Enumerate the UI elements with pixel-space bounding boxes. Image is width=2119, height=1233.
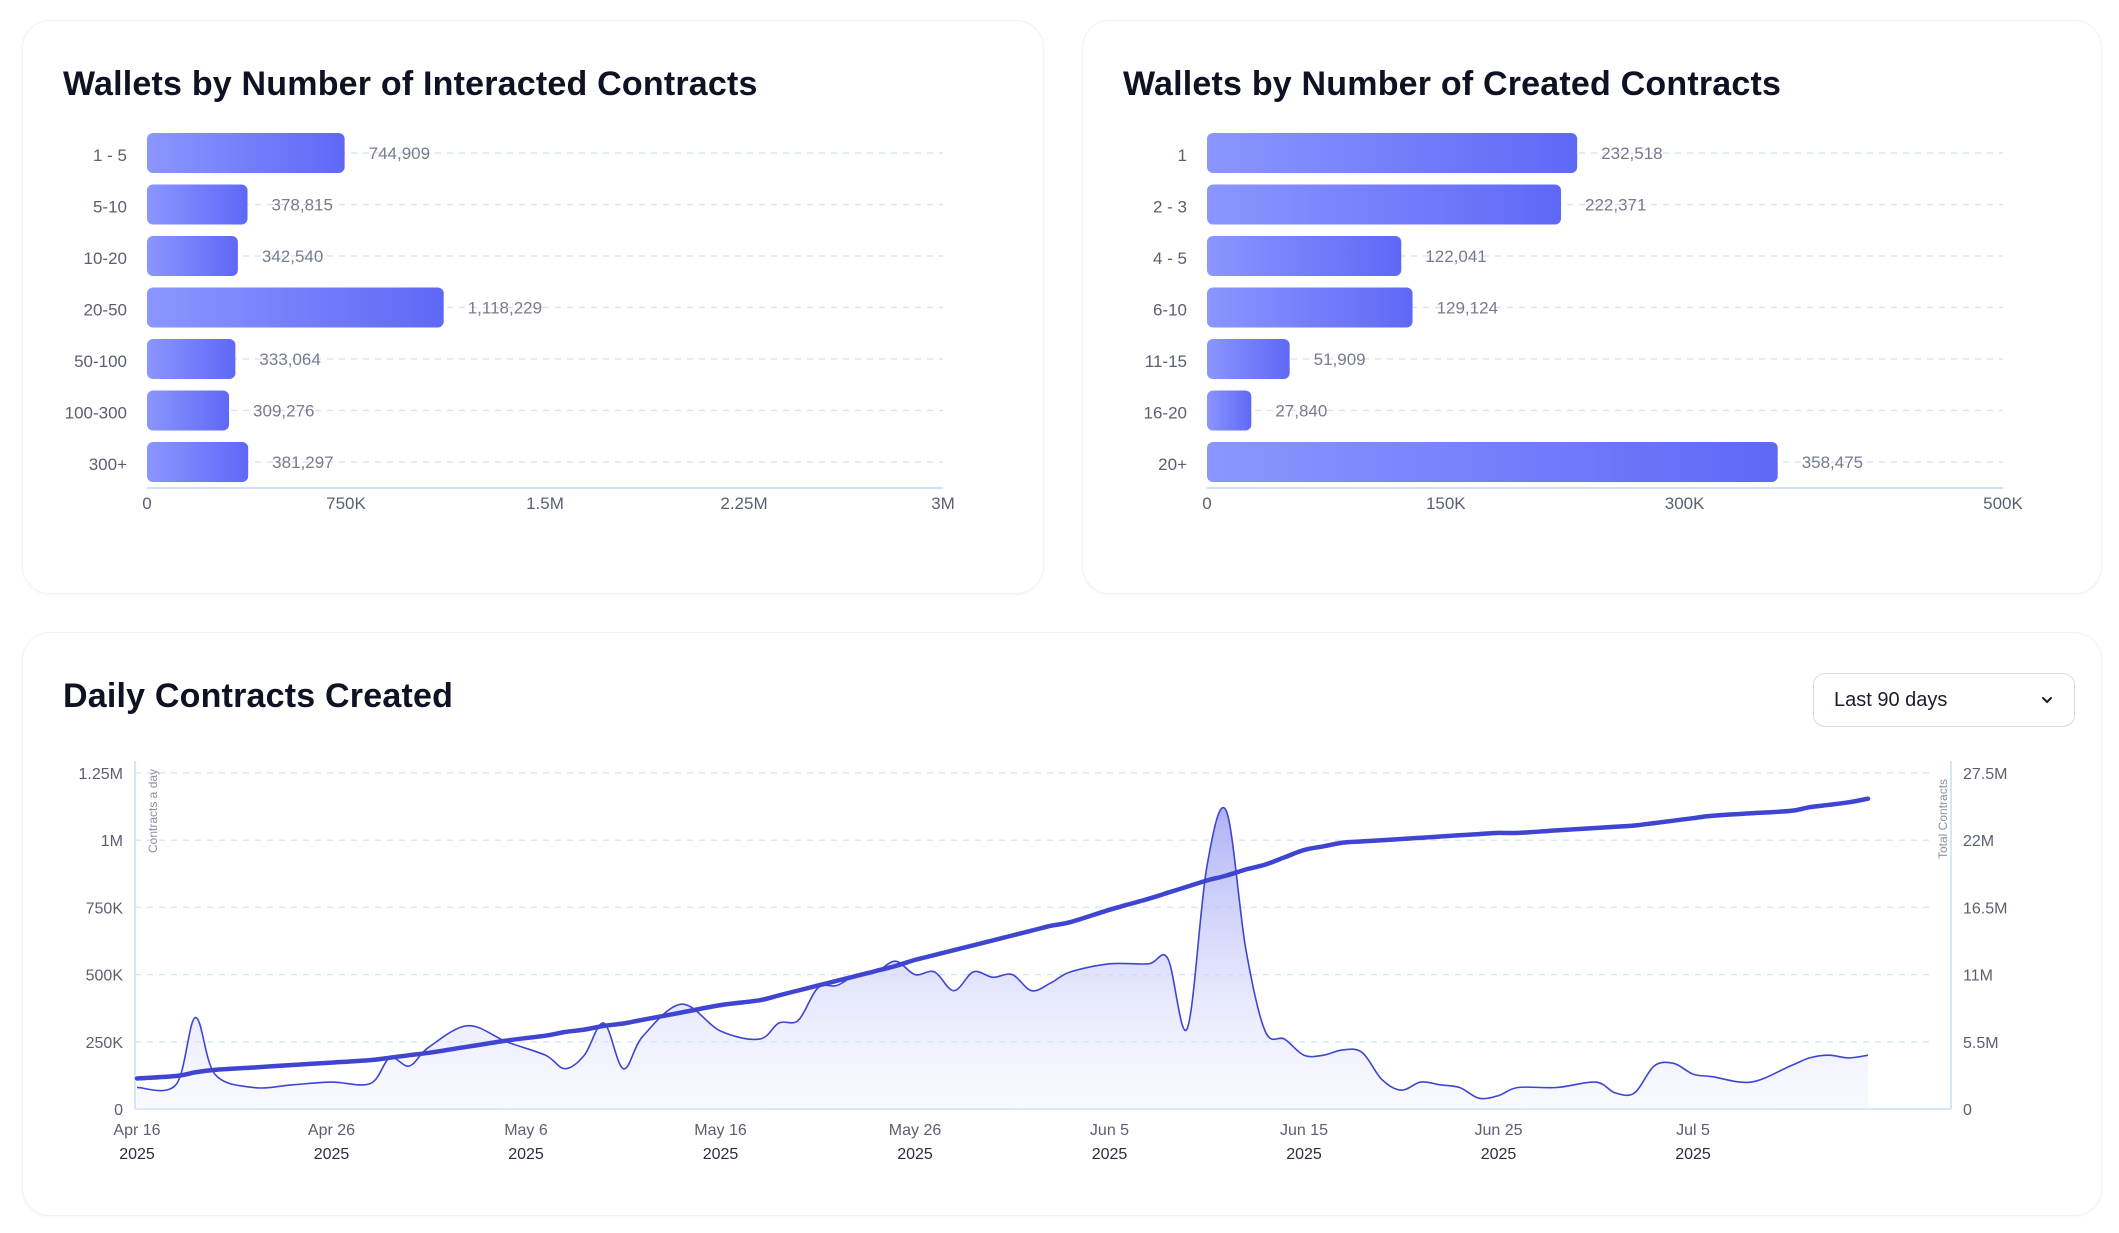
bar	[147, 236, 238, 276]
y-tick-label: 1	[1178, 146, 1187, 165]
data-label: 51,909	[1314, 350, 1366, 369]
date-range-select[interactable]: Last 90 days	[1813, 673, 2075, 727]
chart-title: Wallets by Number of Interacted Contract…	[63, 65, 758, 103]
interacted-contracts-chart: 1 - 5 744,909 5-10 378,815 10-20 342,540 20-50…	[65, 133, 955, 513]
data-label: 222,371	[1585, 196, 1646, 215]
y2-tick-label: 0	[1963, 1102, 1972, 1119]
y-tick-label: 100-300	[65, 404, 127, 423]
x-tick-year-label: 2025	[508, 1146, 544, 1163]
bar	[147, 442, 249, 482]
data-label: 129,124	[1437, 299, 1498, 318]
chart-title: Daily Contracts Created	[63, 677, 454, 715]
daily-contracts-card: Daily Contracts Created Last 90 days 0 25…	[22, 632, 2102, 1216]
x-tick-year-label: 2025	[1092, 1146, 1128, 1163]
bar	[147, 133, 345, 173]
data-label: 381,297	[272, 453, 333, 472]
x-tick-year-label: 2025	[1675, 1146, 1711, 1163]
interacted-contracts-card: Wallets by Number of Interacted Contract…	[22, 20, 1044, 594]
data-label: 122,041	[1425, 247, 1486, 266]
bar	[147, 390, 230, 431]
x-tick-year-label: 2025	[703, 1146, 739, 1163]
x-tick-label: Apr 16	[113, 1122, 160, 1139]
data-label: 27,840	[1275, 402, 1327, 421]
data-label: 333,064	[259, 350, 320, 369]
x-tick-year-label: 2025	[1481, 1146, 1517, 1163]
y-tick-label: 20-50	[84, 301, 127, 320]
x-tick-label: May 16	[694, 1122, 747, 1139]
data-label: 1,118,229	[468, 299, 542, 318]
y-tick-label: 5-10	[93, 198, 127, 217]
bar	[1207, 287, 1413, 328]
y-tick-label: 500K	[86, 968, 124, 985]
date-range-value: Last 90 days	[1834, 688, 1948, 711]
created-contracts-chart: 1 232,518 2 - 3 222,371 4 - 5 122,041 6-10 129,…	[1144, 133, 2024, 513]
total-series-line	[134, 796, 1871, 1081]
bar	[1207, 236, 1402, 276]
x-tick-label: May 6	[504, 1122, 548, 1139]
x-tick-label: Jun 5	[1090, 1122, 1129, 1139]
y-tick-label: 11-15	[1145, 352, 1187, 371]
y-axis-title: Contracts a day	[146, 769, 160, 853]
y-tick-label: 750K	[86, 900, 124, 917]
x-tick-year-label: 2025	[314, 1146, 350, 1163]
y-tick-label: 10-20	[84, 249, 127, 268]
x-tick-year-label: 2025	[897, 1146, 933, 1163]
y-tick-label: 300+	[89, 455, 127, 474]
y-tick-label: 50-100	[74, 352, 127, 371]
x-tick-year-label: 2025	[1286, 1146, 1322, 1163]
x-tick-year-label: 2025	[119, 1146, 155, 1163]
bar	[1207, 339, 1290, 379]
bar	[1207, 133, 1578, 173]
data-label: 358,475	[1802, 453, 1863, 472]
x-tick-label: 500K	[1983, 494, 2023, 513]
data-label: 309,276	[253, 402, 314, 421]
bar	[1207, 442, 1778, 482]
y2-tick-label: 27.5M	[1963, 766, 2007, 783]
x-tick-label: Jul 5	[1676, 1122, 1710, 1139]
x-tick-label: Jun 15	[1280, 1122, 1328, 1139]
data-label: 232,518	[1601, 144, 1662, 163]
y2-tick-label: 22M	[1963, 833, 1994, 850]
x-tick-label: Jun 25	[1474, 1122, 1522, 1139]
y-tick-label: 250K	[86, 1035, 124, 1052]
data-label: 378,815	[272, 196, 333, 215]
y2-tick-label: 16.5M	[1963, 900, 2007, 917]
data-label: 744,909	[369, 144, 430, 163]
y-tick-label: 4 - 5	[1153, 249, 1187, 268]
chart-title: Wallets by Number of Created Contracts	[1123, 65, 1782, 103]
x-tick-label: 0	[142, 494, 151, 513]
y-tick-label: 20+	[1158, 455, 1187, 474]
x-tick-label: 150K	[1426, 494, 1466, 513]
x-tick-label: 0	[1202, 494, 1211, 513]
x-tick-label: Apr 26	[308, 1122, 355, 1139]
data-label: 342,540	[262, 247, 323, 266]
x-tick-label: 1.5M	[526, 494, 564, 513]
y-tick-label: 1 - 5	[93, 146, 127, 165]
bar	[147, 339, 236, 379]
y-tick-label: 16-20	[1144, 404, 1187, 423]
y-tick-label: 1.25M	[79, 766, 123, 783]
y2-tick-label: 11M	[1963, 968, 1993, 985]
y2-tick-label: 5.5M	[1963, 1035, 1999, 1052]
y-tick-label: 6-10	[1153, 301, 1187, 320]
x-tick-label: 300K	[1665, 494, 1705, 513]
bar	[147, 287, 444, 328]
x-tick-label: May 26	[889, 1122, 942, 1139]
bar	[1207, 184, 1562, 225]
y-tick-label: 1M	[101, 833, 123, 850]
x-tick-label: 2.25M	[720, 494, 767, 513]
x-tick-label: 3M	[931, 494, 955, 513]
bar	[147, 184, 248, 225]
x-tick-label: 750K	[326, 494, 366, 513]
bar	[1207, 390, 1252, 431]
daily-area-fill	[137, 807, 1869, 1109]
y-tick-label: 0	[114, 1102, 123, 1119]
y2-axis-title: Total Contracts	[1936, 779, 1950, 859]
y-tick-label: 2 - 3	[1153, 198, 1187, 217]
chevron-down-icon	[2042, 697, 2052, 703]
created-contracts-card: Wallets by Number of Created Contracts 1…	[1082, 20, 2102, 594]
daily-contracts-chart: 0 250K 500K 750K 1M 1.25M 0 5.5M 11M 16.5M 22M 27.5…	[79, 761, 2007, 1163]
